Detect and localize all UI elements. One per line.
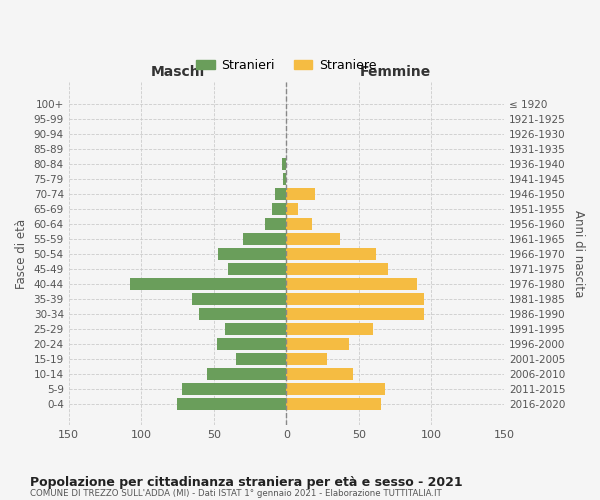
Y-axis label: Anni di nascita: Anni di nascita <box>572 210 585 298</box>
Bar <box>286 293 424 304</box>
Text: Popolazione per cittadinanza straniera per età e sesso - 2021: Popolazione per cittadinanza straniera p… <box>30 476 463 489</box>
Bar <box>286 368 353 380</box>
Bar <box>236 353 286 364</box>
Bar <box>286 383 385 394</box>
Bar <box>286 278 417 289</box>
Bar <box>286 218 313 230</box>
Bar <box>286 398 380 409</box>
Bar <box>286 233 340 244</box>
Y-axis label: Fasce di età: Fasce di età <box>15 218 28 289</box>
Legend: Stranieri, Straniere: Stranieri, Straniere <box>191 54 381 77</box>
Bar <box>286 353 327 364</box>
Bar <box>286 323 373 334</box>
Text: COMUNE DI TREZZO SULL'ADDA (MI) - Dati ISTAT 1° gennaio 2021 - Elaborazione TUTT: COMUNE DI TREZZO SULL'ADDA (MI) - Dati I… <box>30 489 442 498</box>
Bar <box>130 278 286 289</box>
Bar <box>286 203 298 214</box>
Bar <box>286 188 316 200</box>
Bar <box>286 308 424 320</box>
Bar <box>265 218 286 230</box>
Bar <box>272 203 286 214</box>
Text: Femmine: Femmine <box>359 65 431 79</box>
Bar <box>217 338 286 349</box>
Bar <box>192 293 286 304</box>
Bar <box>243 233 286 244</box>
Text: Maschi: Maschi <box>151 65 205 79</box>
Bar <box>283 173 286 184</box>
Bar <box>275 188 286 200</box>
Bar <box>218 248 286 260</box>
Bar <box>199 308 286 320</box>
Bar <box>228 263 286 274</box>
Bar <box>206 368 286 380</box>
Bar <box>178 398 286 409</box>
Bar <box>286 263 388 274</box>
Bar <box>226 323 286 334</box>
Bar <box>286 338 349 349</box>
Bar <box>286 248 376 260</box>
Bar <box>182 383 286 394</box>
Bar <box>282 158 286 170</box>
